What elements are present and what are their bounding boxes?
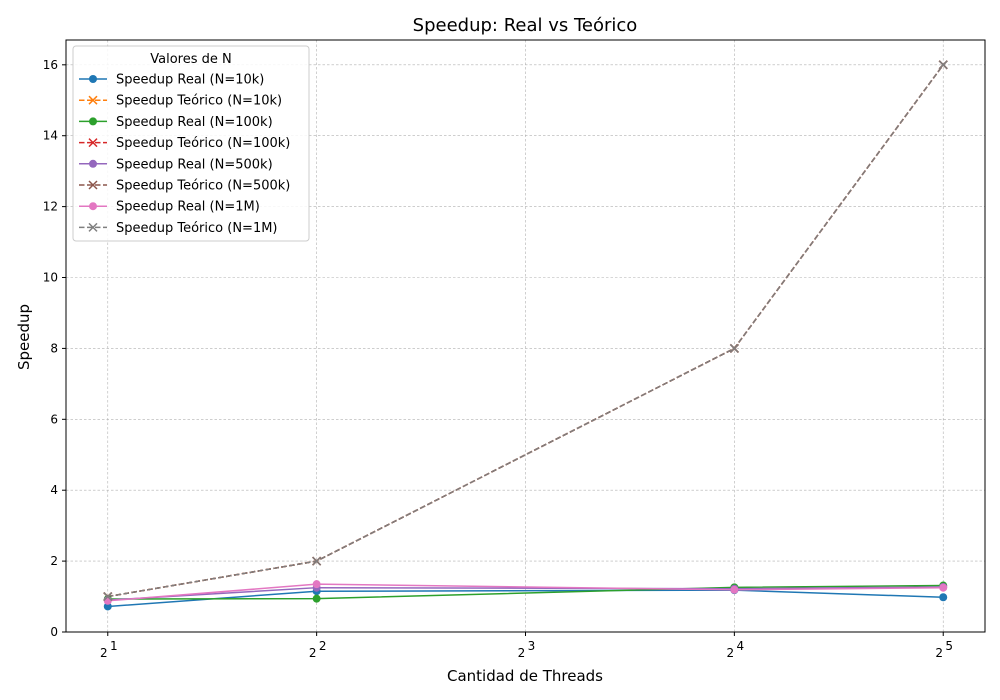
data-point [89,159,97,168]
series-line [107,584,944,600]
data-point [88,180,98,190]
legend-entry-label: Speedup Real (N=10k) [116,73,264,88]
y-tick-label: 8 [50,341,58,355]
chart-title: Speedup: Real vs Teórico [413,15,638,36]
y-tick-label: 4 [50,483,58,497]
y-axis-label: Speedup [15,304,33,370]
data-point [938,60,948,70]
legend-entries: Speedup Real (N=10k) Speedup Teórico (N=1… [79,73,290,236]
x-tick-exponent: 2 [319,639,327,653]
data-point [312,580,321,589]
x-tick-exponent: 3 [528,639,536,653]
data-point [103,596,112,605]
x-tick-exponent: 5 [945,639,953,653]
legend-entry-label: Speedup Teórico (N=500k) [116,179,290,194]
y-tick-label: 2 [50,554,58,568]
series-line [107,64,944,598]
data-point [939,593,948,602]
y-tick-label: 14 [43,129,58,143]
data-point [312,594,321,603]
data-point [88,222,98,232]
legend: Valores de N Speedup Real (N=10k)Speedup… [72,45,310,242]
legend-title: Valores de N [150,52,232,67]
legend-entry-label: Speedup Teórico (N=10k) [116,94,282,109]
y-axis-ticks: 0 2 4 6 8 10 12 14 16 [43,58,66,639]
x-tick-label: 2 [100,646,108,660]
data-point [88,138,98,148]
x-tick-label: 2 [309,646,317,660]
x-tick-exponent: 4 [737,639,745,653]
data-point [730,585,739,594]
legend-box [72,45,310,242]
x-tick-label: 2 [727,646,735,660]
data-point [729,343,739,353]
data-point [89,117,97,126]
y-tick-label: 6 [50,412,58,426]
legend-entry-label: Speedup Teórico (N=100k) [116,136,290,151]
series-line [107,583,944,602]
y-tick-label: 10 [43,271,58,285]
x-tick-label: 2 [518,646,526,660]
legend-entry-label: Speedup Teórico (N=1M) [116,221,278,236]
y-tick-label: 12 [43,200,58,214]
legend-entry-label: Speedup Real (N=100k) [116,115,273,130]
data-point [312,556,322,566]
data-point [103,602,112,611]
legend-entry-label: Speedup Real (N=500k) [116,157,273,172]
series-lines [107,64,944,608]
x-tick-exponent: 1 [110,639,118,653]
series-line [107,586,944,601]
data-point [88,95,98,105]
y-tick-label: 16 [43,58,58,72]
data-point [103,592,113,602]
x-tick-label: 2 [935,646,943,660]
data-point [89,75,97,83]
data-markers [103,60,948,611]
legend-entry-label: Speedup Real (N=1M) [116,200,260,215]
data-point [89,202,97,211]
y-tick-label: 0 [50,625,58,639]
x-axis-label: Cantidad de Threads [447,667,603,685]
data-point [939,583,948,592]
